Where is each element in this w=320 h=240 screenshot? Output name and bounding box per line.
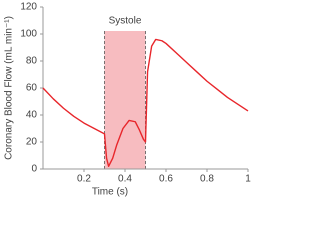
y-axis-label: Coronary Blood Flow (mL min⁻¹) — [4, 16, 15, 160]
page: {"chart_data": {"type": "line", "x_label… — [3, 1, 251, 198]
x-tick-label: 0.6 — [159, 174, 173, 185]
x-tick-label: 0.4 — [118, 174, 132, 185]
x-tick-label: 0.2 — [77, 174, 91, 185]
y-tick-label: 40 — [26, 110, 38, 121]
x-tick-label: 0.8 — [200, 174, 214, 185]
y-tick-label: 20 — [26, 137, 38, 148]
systole-label: Systole — [109, 16, 142, 27]
x-tick-label: 1 — [245, 174, 251, 185]
flow-line — [42, 38, 249, 167]
x-axis-label: Time (s) — [92, 187, 128, 198]
systole-region — [104, 31, 146, 169]
y-tick-label: 60 — [26, 83, 38, 94]
y-tick-label: 80 — [26, 56, 38, 67]
chart: Time (s) Coronary Blood Flow (mL min⁻¹) … — [4, 2, 251, 198]
y-tick-label: 120 — [20, 2, 37, 13]
y-tick-label: 100 — [20, 29, 37, 40]
y-tick-label: 0 — [31, 164, 37, 175]
